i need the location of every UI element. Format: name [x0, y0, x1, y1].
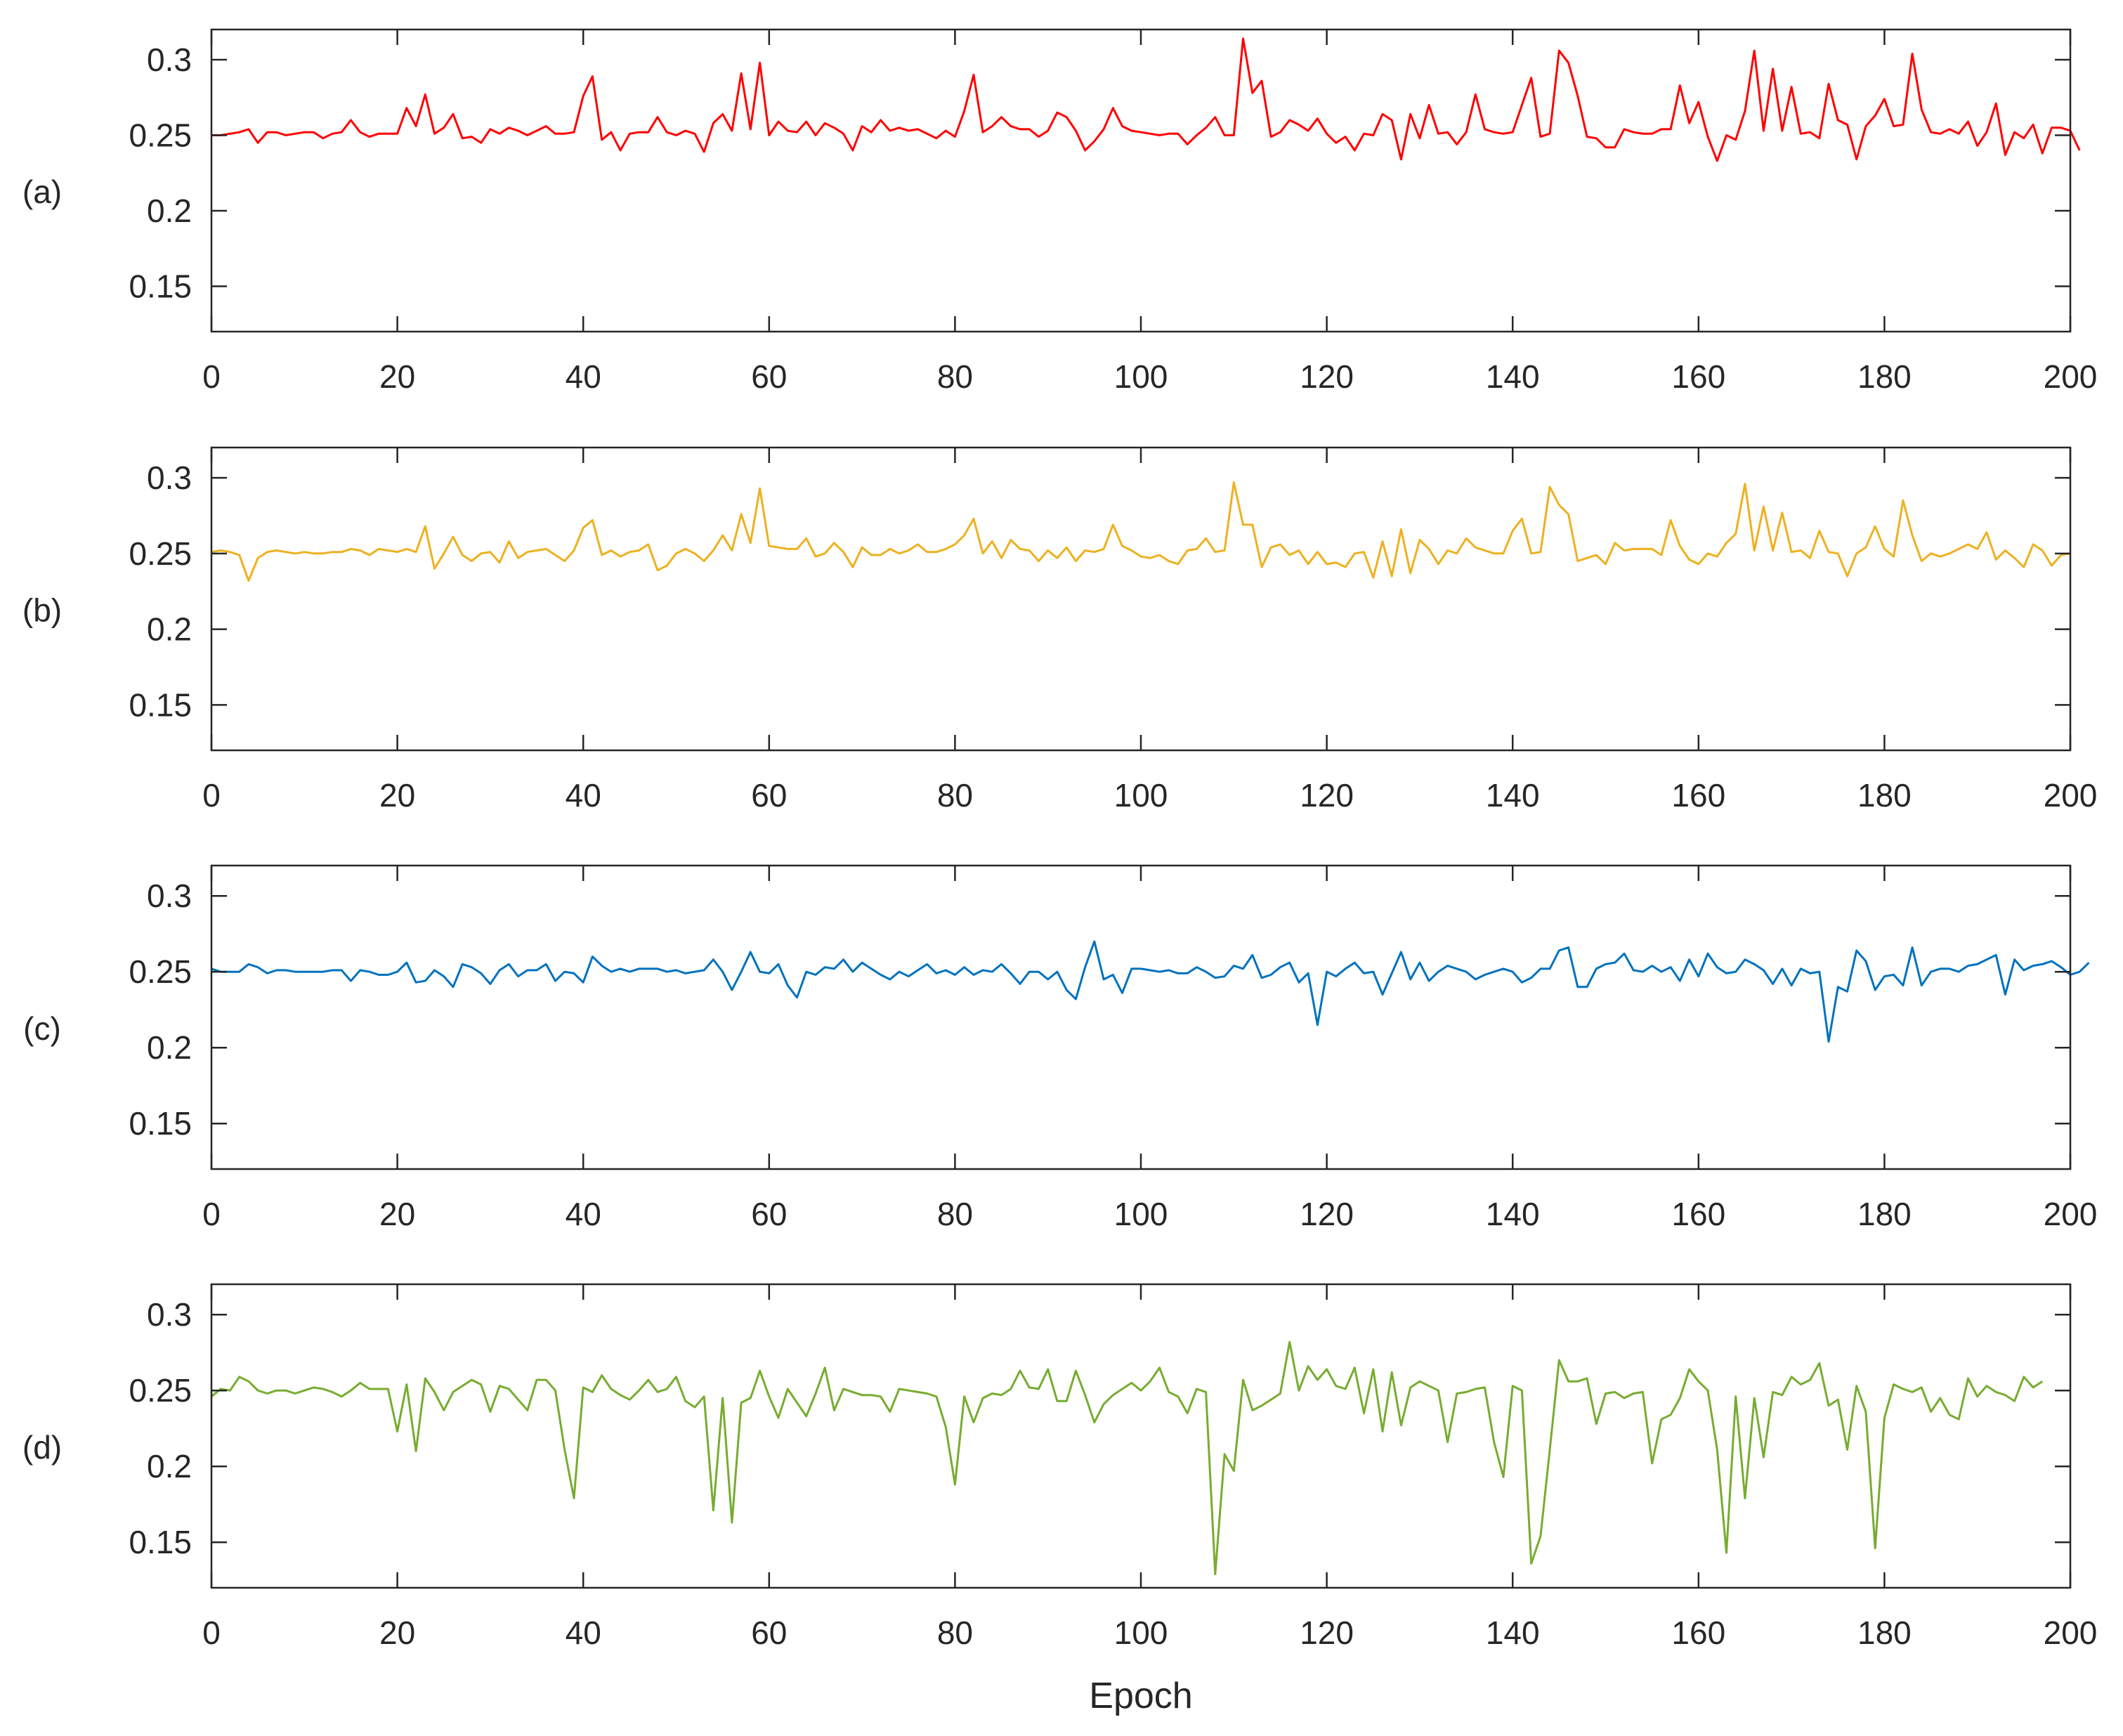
x-tick-label: 200: [2044, 358, 2098, 395]
x-tick-label: 0: [202, 1614, 221, 1651]
y-tick-label: 0.15: [129, 1105, 192, 1142]
x-tick-label: 120: [1300, 1614, 1354, 1651]
x-tick-label: 40: [566, 1614, 601, 1651]
x-tick-label: 60: [751, 1196, 787, 1232]
axes-frame: [210, 1283, 2072, 1589]
axes-frame: [210, 864, 2072, 1170]
x-tick-label: 120: [1300, 777, 1354, 814]
x-tick-label: 120: [1300, 358, 1354, 395]
panel-label: (c): [23, 1010, 61, 1047]
y-tick-label: 0.2: [147, 611, 192, 648]
x-tick-label: 80: [937, 1196, 973, 1232]
x-tick-label: 0: [202, 1196, 221, 1232]
y-tick-label: 0.3: [147, 877, 192, 914]
x-tick-label: 140: [1486, 777, 1540, 814]
y-tick-label: 0.3: [147, 41, 192, 78]
x-tick-label: 100: [1114, 777, 1168, 814]
x-tick-label: 0: [202, 777, 221, 814]
panel-label: (d): [22, 1429, 62, 1466]
x-tick-label: 140: [1486, 358, 1540, 395]
x-tick-label: 20: [379, 777, 415, 814]
y-tick-label: 0.2: [147, 1448, 192, 1484]
x-tick-label: 20: [379, 1196, 415, 1232]
x-tick-label: 100: [1114, 1614, 1168, 1651]
y-tick-label: 0.15: [129, 1524, 192, 1560]
x-tick-label: 120: [1300, 1196, 1354, 1232]
x-tick-label: 40: [566, 358, 601, 395]
x-tick-label: 60: [751, 777, 787, 814]
x-tick-label: 100: [1114, 1196, 1168, 1232]
x-tick-label: 180: [1857, 358, 1912, 395]
panel-d: 0 20 40 60 80 100 120 140 160 180 200 0.15 0.2 0.25 0.…: [22, 1283, 2098, 1651]
panel-label: (a): [22, 174, 62, 210]
x-tick-label: 140: [1486, 1614, 1540, 1651]
y-tick-label: 0.25: [129, 1372, 192, 1409]
x-tick-label: 0: [202, 358, 221, 395]
series-line: [211, 940, 2090, 1043]
y-tick-label: 0.15: [129, 268, 192, 305]
y-tick-label: 0.2: [147, 1029, 192, 1066]
series-line: [211, 37, 2081, 162]
x-tick-label: 20: [379, 358, 415, 395]
y-tick-label: 0.25: [129, 535, 192, 572]
series-line: [211, 481, 2071, 582]
y-tick-label: 0.25: [129, 953, 192, 990]
x-tick-label: 60: [751, 358, 787, 395]
x-tick-label: 80: [937, 1614, 973, 1651]
y-tick-label: 0.15: [129, 686, 192, 723]
x-axis-title: Epoch: [1089, 1676, 1192, 1716]
panel-b: 0 20 40 60 80 100 120 140 160 180 200 0.15 0.2 0.25 0.…: [22, 446, 2098, 814]
x-tick-label: 20: [379, 1614, 415, 1651]
x-tick-label: 160: [1671, 1614, 1725, 1651]
panel-a: 0 20 40 60 80 100 120 140 160 180 200 0.15 0.2 0.25 0.…: [22, 28, 2098, 395]
x-tick-label: 100: [1114, 358, 1168, 395]
x-tick-label: 80: [937, 777, 973, 814]
x-tick-label: 200: [2044, 777, 2098, 814]
y-tick-label: 0.3: [147, 459, 192, 496]
x-tick-label: 60: [751, 1614, 787, 1651]
x-tick-label: 80: [937, 358, 973, 395]
y-tick-label: 0.25: [129, 117, 192, 154]
x-tick-label: 40: [566, 777, 601, 814]
x-tick-label: 160: [1671, 1196, 1725, 1232]
x-tick-label: 160: [1671, 358, 1725, 395]
x-tick-label: 200: [2044, 1196, 2098, 1232]
x-tick-label: 160: [1671, 777, 1725, 814]
series-line: [211, 1340, 2044, 1576]
x-tick-label: 180: [1857, 1614, 1912, 1651]
x-tick-label: 40: [566, 1196, 601, 1232]
x-tick-label: 180: [1857, 1196, 1912, 1232]
axes-frame: [210, 28, 2072, 333]
y-tick-label: 0.2: [147, 192, 192, 229]
panel-label: (b): [22, 592, 62, 629]
x-tick-label: 180: [1857, 777, 1912, 814]
y-tick-label: 0.3: [147, 1296, 192, 1333]
panel-c: 0 20 40 60 80 100 120 140 160 180 200 0.15 0.2 0.25 0.…: [23, 864, 2098, 1232]
axes-frame: [210, 446, 2072, 752]
x-tick-label: 200: [2044, 1614, 2098, 1651]
x-tick-label: 140: [1486, 1196, 1540, 1232]
